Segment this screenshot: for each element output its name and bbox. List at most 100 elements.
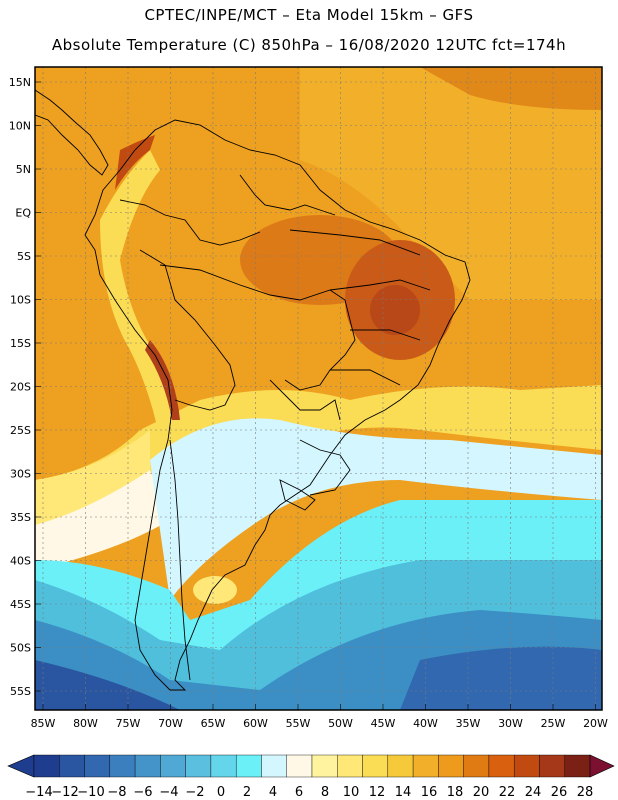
lat-label: 40S [10,555,31,568]
border-argentina-chile [169,439,191,681]
lon-label: 80W [73,717,98,730]
legend-swatch [134,754,161,778]
lat-label: 15S [10,337,31,350]
field-lightcyan [150,418,602,600]
lat-label: 20S [10,381,31,394]
lat-label: 15N [9,76,31,89]
legend-swatch [286,754,313,778]
legend-label: 8 [321,785,329,800]
legend-swatch [387,754,414,778]
legend-label: −6 [133,785,152,800]
la-plata-river [279,479,316,511]
legend-swatch [261,754,287,778]
field-andes-north [115,135,155,190]
legend-label: −12 [51,785,78,800]
border-brazil-states [289,229,431,386]
legend-low-arrow [7,754,35,778]
chart-title-line2: Absolute Temperature (C) 850hPa – 16/08/… [51,36,567,54]
field-blue4 [400,646,602,710]
latitude-labels: 15N 10N 5N EQ 5S 10S 15S 20S 25S 30S 35S 40S 45S 50S 5… [9,76,32,698]
lon-label: 50W [328,717,353,730]
legend-swatch [412,754,439,778]
legend-swatch [564,754,591,778]
border-andes [139,249,236,411]
field-cream [35,470,170,570]
lat-label: 5S [17,250,31,263]
lon-label: 20W [583,717,608,730]
longitude-labels: 85W 80W 75W 70W 65W 60W 55W 50W 45W 40W 35W 30W 25W 2… [31,717,608,730]
border-paraguay [269,379,341,421]
lon-label: 45W [371,717,396,730]
legend-label: 22 [499,785,516,800]
legend-labels: −14−12−10 −8 −6 −4 −2 0 2 4 6 8 10 12 14 16 18 20 22 24 26… [25,785,593,800]
border-uruguay [299,439,351,496]
lat-label: 35S [10,511,31,524]
legend-label: 10 [343,785,360,800]
legend-swatch [362,754,389,778]
legend-swatch [311,754,338,778]
south-america-coast [84,119,471,691]
lon-label: 75W [116,717,141,730]
field-andes-central [145,340,180,420]
lon-label: 65W [201,717,226,730]
legend-label: 18 [447,785,464,800]
lon-label: 30W [498,717,523,730]
legend-label: −10 [77,785,104,800]
field-patagonia [193,576,237,604]
legend-label: 2 [243,785,251,800]
field-hotspot-core [370,285,420,335]
central-america [34,89,109,176]
lon-label: 40W [413,717,438,730]
legend-high-arrow [589,754,615,778]
legend-swatch [235,754,262,778]
map-frame [34,66,603,711]
lat-label: 10N [9,120,31,133]
lat-label: 50S [10,642,31,655]
field-yellow-band [35,385,602,560]
legend-label: 16 [421,785,438,800]
field-yellow-pacific [35,430,150,530]
field-caribbean [420,67,602,110]
legend-label: 14 [395,785,412,800]
legend-swatch [463,754,490,778]
lat-label: 10S [10,294,31,307]
legend-swatch [539,754,565,778]
lat-label: 5N [16,163,31,176]
legend-label: −2 [185,785,204,800]
color-legend [7,754,615,778]
legend-swatch [337,754,363,778]
legend-swatch [210,754,237,778]
lon-label: 70W [158,717,183,730]
legend-swatch [185,754,212,778]
legend-label: 12 [369,785,386,800]
border-brazil-west [159,264,356,391]
legend-label: 6 [295,785,303,800]
legend-swatch [84,754,111,778]
lon-label: 60W [243,717,268,730]
legend-swatch [438,754,464,778]
chart-title-line1: CPTEC/INPE/MCT – Eta Model 15km – GFS [144,6,474,24]
legend-label: 28 [577,785,594,800]
legend-swatch [513,754,540,778]
legend-label: −4 [159,785,178,800]
legend-label: 0 [217,785,225,800]
country-borders [34,89,471,691]
lat-label: 30S [10,468,31,481]
legend-label: 26 [551,785,568,800]
lat-label: 55S [10,685,31,698]
legend-label: −8 [107,785,126,800]
lon-label: 25W [541,717,566,730]
field-blue3 [35,660,180,710]
legend-label: −14 [25,785,52,800]
legend-swatch [109,754,136,778]
legend-label: 20 [473,785,490,800]
lat-label: 25S [10,424,31,437]
lon-label: 85W [31,717,56,730]
legend-label: 4 [269,785,277,800]
lat-label: 45S [10,598,31,611]
border-colombia [119,199,261,246]
lon-label: 55W [286,717,311,730]
legend-swatch [160,754,186,778]
legend-swatch [33,754,60,778]
